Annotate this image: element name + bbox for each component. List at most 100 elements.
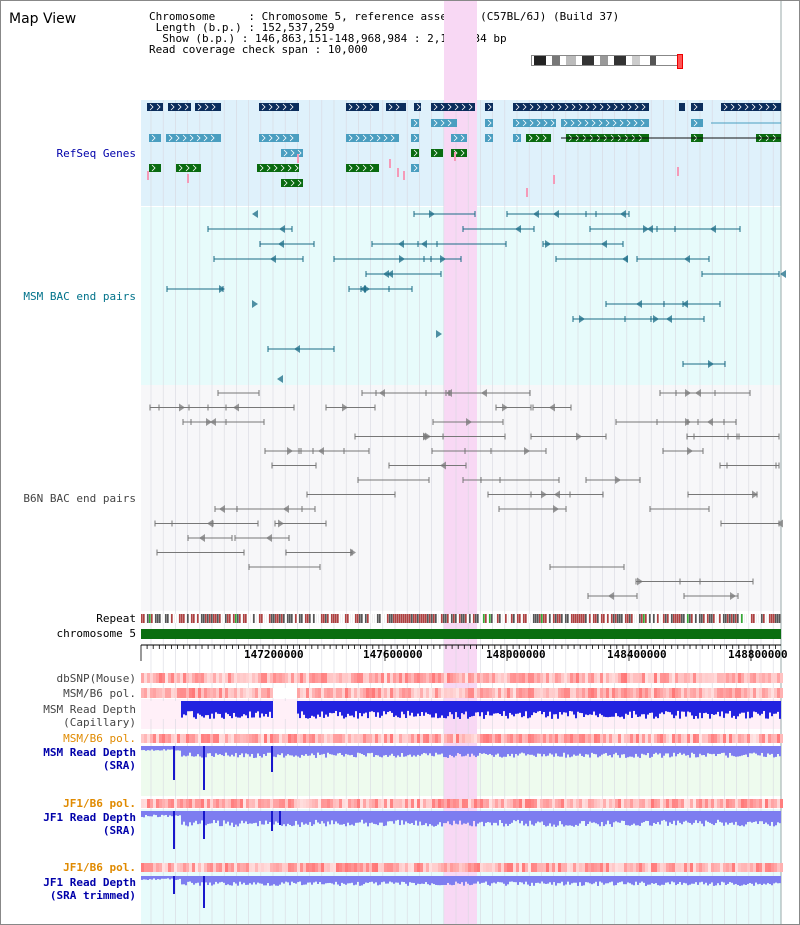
depth-bar [369, 701, 371, 712]
depth-bar [425, 746, 427, 754]
depth-bar [167, 811, 169, 817]
depth-bar [543, 746, 545, 755]
depth-bar [465, 746, 467, 756]
depth-bar [707, 876, 709, 886]
depth-bar [305, 701, 307, 719]
depth-bar [247, 876, 249, 885]
depth-bar [421, 746, 423, 755]
depth-bar [601, 811, 603, 822]
chromosome-ideogram[interactable] [531, 54, 683, 69]
depth-bar [515, 811, 517, 822]
depth-bar [249, 746, 251, 757]
depth-bar [675, 811, 677, 826]
depth-bar [545, 746, 547, 757]
depth-bar [477, 876, 479, 882]
depth-bar [633, 811, 635, 824]
depth-bar [599, 746, 601, 757]
depth-bar [279, 746, 281, 756]
depth-bar [567, 746, 569, 755]
depth-bar [577, 811, 579, 826]
depth-bar [233, 876, 235, 883]
bac-end-marker [752, 490, 758, 499]
depth-bar [363, 701, 365, 714]
depth-bar [713, 876, 715, 886]
depth-bar [733, 811, 735, 825]
depth-bar [737, 746, 739, 757]
coverage-value: 10,000 [327, 43, 368, 56]
depth-bar [333, 876, 335, 885]
depth-bar [237, 876, 239, 886]
depth-bar [553, 701, 555, 715]
depth-bar [723, 746, 725, 753]
depth-bar [195, 701, 197, 719]
depth-bar [209, 701, 211, 719]
depth-bar [289, 876, 291, 886]
depth-bar [303, 876, 305, 885]
depth-bar [603, 811, 605, 827]
depth-bar [511, 876, 513, 882]
depth-bar [573, 811, 575, 827]
depth-bar [537, 876, 539, 883]
depth-bar [357, 746, 359, 753]
depth-bar [731, 701, 733, 718]
depth-bar [239, 811, 241, 824]
depth-bar [483, 811, 485, 827]
depth-bar [469, 746, 471, 757]
depth-bar [227, 876, 229, 885]
depth-bar [413, 746, 415, 756]
depth-bar [563, 811, 565, 827]
depth-bar [715, 701, 717, 715]
depth-bar [311, 876, 313, 885]
depth-bar [725, 746, 727, 756]
depth-bar [645, 746, 647, 756]
depth-bar [399, 701, 401, 718]
depth-bar [639, 701, 641, 717]
depth-bar [213, 701, 215, 719]
depth-bar [529, 746, 531, 755]
depth-bar [517, 746, 519, 756]
depth-bar [531, 811, 533, 825]
depth-bar [479, 701, 481, 717]
depth-bar [475, 811, 477, 827]
depth-bar [349, 876, 351, 884]
depth-bar [209, 746, 211, 754]
depth-bar [463, 746, 465, 757]
depth-bar [145, 811, 147, 815]
depth-bar [205, 746, 207, 758]
depth-bar [655, 811, 657, 824]
page-title: Map View [9, 11, 77, 27]
bac-end-marker [219, 505, 225, 513]
depth-bar [457, 876, 459, 884]
depth-bar [565, 811, 567, 826]
depth-bar [469, 876, 471, 886]
depth-bar [421, 701, 423, 713]
bac-end-marker [287, 447, 293, 455]
depth-bar [475, 876, 477, 884]
depth-bar [145, 746, 147, 751]
depth-bar [187, 746, 189, 756]
depth-bar [765, 746, 767, 757]
depth-bar [739, 701, 741, 714]
depth-bar [611, 876, 613, 882]
depth-bar [649, 746, 651, 758]
depth-bar [615, 876, 617, 886]
depth-bar [617, 876, 619, 883]
depth-bar [585, 701, 587, 715]
depth-bar [181, 811, 183, 825]
depth-bar [661, 746, 663, 758]
depth-bar [539, 701, 541, 711]
depth-bar [455, 876, 457, 882]
depth-bar [457, 746, 459, 754]
depth-bar [485, 701, 487, 715]
depth-bar [759, 701, 761, 716]
depth-bar [409, 746, 411, 755]
depth-bar [351, 811, 353, 825]
depth-bar [629, 876, 631, 884]
depth-bar [259, 876, 261, 884]
depth-bar [227, 746, 229, 756]
depth-bar [249, 876, 251, 884]
depth-bar [631, 746, 633, 757]
depth-bar [743, 746, 745, 755]
bac-end-marker [387, 270, 393, 278]
